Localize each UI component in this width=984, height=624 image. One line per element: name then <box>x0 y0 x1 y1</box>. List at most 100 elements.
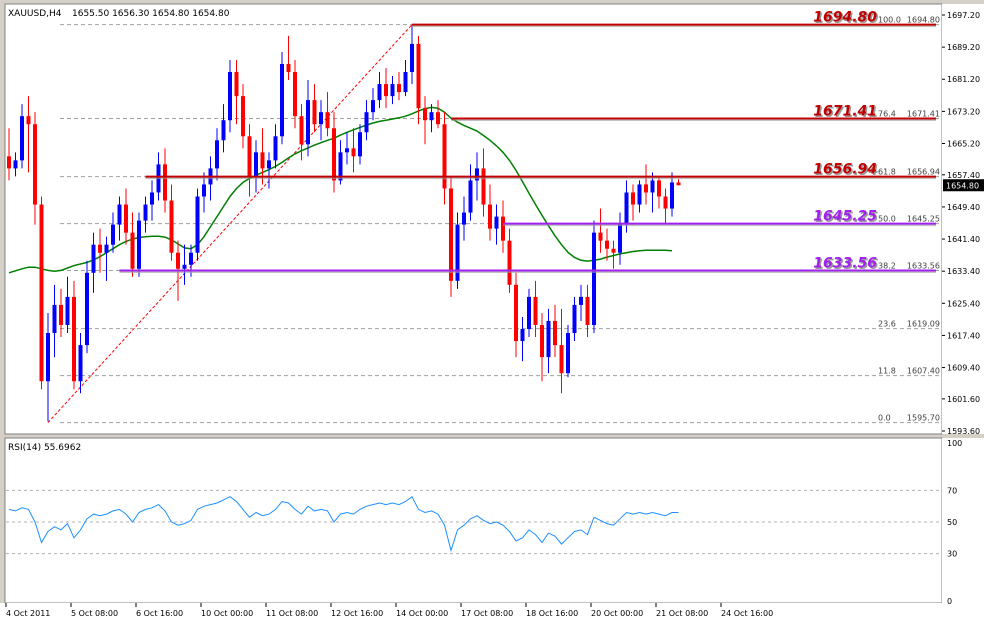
fib-level-price: 1645.25 <box>907 215 940 224</box>
candle-body <box>39 204 44 382</box>
candle-body <box>605 240 609 249</box>
candle-body <box>52 304 57 334</box>
candle-body <box>137 220 141 269</box>
price-tick-label: 1649.40 <box>947 203 980 212</box>
hline-label: 1645.25 <box>813 209 877 225</box>
candle <box>410 24 414 85</box>
candle-body <box>572 304 577 334</box>
rsi-tick-label: 50 <box>947 518 957 527</box>
candle-body <box>410 43 414 73</box>
candle-body <box>475 168 479 181</box>
time-axis-pane <box>0 603 984 624</box>
candle <box>215 128 219 181</box>
candle <box>423 96 427 145</box>
candle-body <box>403 72 408 93</box>
candle <box>65 276 70 334</box>
candle <box>124 188 128 245</box>
candle-body <box>130 232 135 269</box>
rsi-tick-label: 0 <box>947 597 952 606</box>
candle <box>280 51 284 145</box>
time-tick-label: 11 Oct 08:00 <box>266 609 318 618</box>
candle-body <box>189 252 193 265</box>
candle <box>163 148 167 213</box>
time-tick-label: 12 Oct 16:00 <box>331 609 383 618</box>
candle <box>319 100 323 141</box>
candle <box>663 188 668 225</box>
candle <box>104 236 109 281</box>
time-tick-label: 18 Oct 16:00 <box>526 609 578 618</box>
candle-body <box>624 192 629 225</box>
candle-body <box>676 182 681 186</box>
time-tick-label: 5 Oct 08:00 <box>71 609 118 618</box>
last-price-label: 1654.80 <box>946 181 979 190</box>
candle-body <box>215 140 219 169</box>
candle-body <box>72 296 76 382</box>
candle-body <box>267 160 271 169</box>
candle <box>182 244 187 285</box>
candle <box>7 128 11 181</box>
rsi-tick-label: 100 <box>947 439 962 448</box>
price-tick-label: 1689.20 <box>947 43 980 52</box>
time-tick-label: 6 Oct 16:00 <box>136 609 183 618</box>
candle-body <box>202 184 206 197</box>
candle-body <box>124 204 128 233</box>
candle <box>579 284 583 321</box>
candle <box>221 104 226 153</box>
candle <box>241 84 245 149</box>
candle-body <box>299 116 304 145</box>
candle <box>98 228 102 273</box>
candle <box>670 172 674 217</box>
candle <box>637 180 642 213</box>
candle-body <box>33 124 37 205</box>
candle-body <box>520 329 525 342</box>
candle <box>657 176 661 209</box>
candle <box>150 180 154 221</box>
candle <box>436 100 440 129</box>
rsi-tick-label: 70 <box>947 486 957 495</box>
candle-body <box>306 100 310 145</box>
candle-body <box>650 180 655 193</box>
candle <box>33 112 37 225</box>
candle-body <box>176 252 180 269</box>
candle-body <box>592 232 596 325</box>
candle-body <box>397 84 401 93</box>
candle-body <box>163 164 167 201</box>
candle-body <box>78 345 83 382</box>
candle-body <box>26 116 31 125</box>
candle-body <box>351 148 356 157</box>
candle <box>429 104 434 133</box>
fib-level-ratio: 76.4 <box>878 110 896 119</box>
hline-label-shadow: 1694.80 <box>815 11 879 27</box>
candle <box>403 59 408 97</box>
candle-body <box>358 132 362 157</box>
candle <box>546 308 551 374</box>
candle-body <box>429 112 434 121</box>
time-tick-label: 20 Oct 00:00 <box>591 609 643 618</box>
candle-body <box>280 63 284 137</box>
candle-body <box>98 244 102 253</box>
candle-body <box>221 120 226 141</box>
candle-body <box>611 248 616 253</box>
candle-body <box>234 72 239 97</box>
fib-level-price: 1607.40 <box>907 367 940 376</box>
candle <box>449 176 453 297</box>
candle-body <box>312 100 317 125</box>
candle <box>488 184 492 241</box>
fib-level-price: 1633.56 <box>907 262 940 271</box>
fib-level-ratio: 38.2 <box>878 262 896 271</box>
candle <box>501 200 505 253</box>
time-tick-label: 4 Oct 2011 <box>6 609 50 618</box>
candle-body <box>390 84 395 97</box>
hline-label-shadow: 1671.41 <box>815 105 879 121</box>
candle <box>286 35 291 81</box>
candle-body <box>286 63 291 73</box>
horizontal-lines: 1694.801694.801671.411671.411656.941656.… <box>119 10 936 274</box>
candle <box>143 196 148 233</box>
price-axis-pane <box>942 4 984 434</box>
candle-body <box>273 136 278 161</box>
candle-body <box>293 72 297 117</box>
candle-body <box>65 296 70 325</box>
rsi-title: RSI(14) 55.6962 <box>8 443 81 453</box>
main-pane <box>4 3 943 435</box>
